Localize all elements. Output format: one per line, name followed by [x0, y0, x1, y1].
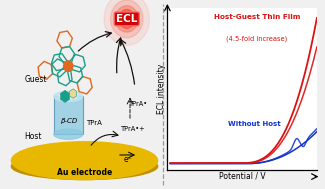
Text: TPrA: TPrA — [86, 120, 102, 126]
Ellipse shape — [11, 153, 158, 180]
Text: TPrA•: TPrA• — [129, 101, 148, 107]
Y-axis label: ECL intensity: ECL intensity — [157, 64, 166, 114]
Text: β-CD: β-CD — [59, 118, 77, 124]
Circle shape — [119, 9, 135, 28]
FancyBboxPatch shape — [54, 96, 83, 134]
Ellipse shape — [54, 91, 83, 102]
Text: Guest: Guest — [24, 75, 47, 84]
Text: e⁻: e⁻ — [123, 155, 132, 164]
Ellipse shape — [11, 142, 158, 180]
Polygon shape — [70, 89, 77, 98]
Text: ECL: ECL — [116, 14, 137, 24]
Text: Host-Guest Thin Film: Host-Guest Thin Film — [214, 14, 300, 20]
Text: Without Host: Without Host — [228, 121, 280, 127]
X-axis label: Potential / V: Potential / V — [219, 171, 266, 180]
Circle shape — [115, 6, 138, 32]
Polygon shape — [60, 90, 70, 102]
Circle shape — [104, 0, 150, 45]
Text: Host: Host — [24, 132, 42, 141]
Circle shape — [64, 61, 73, 71]
Circle shape — [111, 0, 143, 38]
Ellipse shape — [59, 93, 78, 100]
Text: TPrA•+: TPrA•+ — [121, 125, 146, 132]
Text: (4.5-fold increase): (4.5-fold increase) — [227, 35, 288, 42]
Text: Au electrode: Au electrode — [57, 168, 112, 177]
Ellipse shape — [54, 129, 83, 139]
